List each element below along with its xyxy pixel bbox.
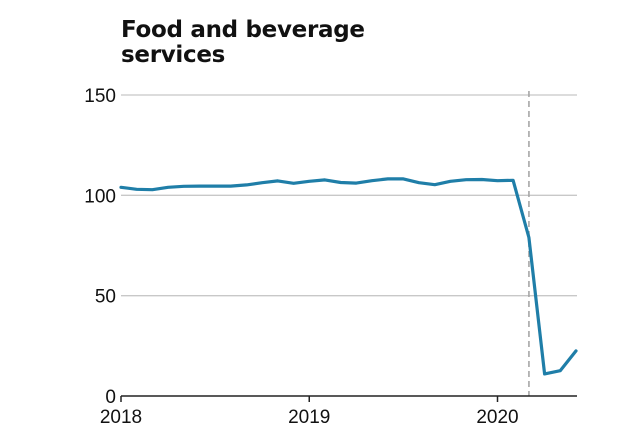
series-line-0	[119, 177, 578, 376]
y-tick-label-150: 150	[84, 86, 116, 107]
x-axis: 2018 2019 2020	[100, 395, 577, 428]
gridlines	[121, 94, 577, 297]
y-tick-labels: 0 50 100 150	[84, 86, 116, 408]
y-tick-label-0: 0	[105, 387, 116, 408]
chart-title-line-1: Food and beverage	[121, 17, 365, 43]
series-layer	[119, 177, 578, 376]
chart-title-line-2: services	[121, 42, 226, 68]
x-tick-label-2020: 2020	[476, 407, 518, 428]
y-tick-label-50: 50	[95, 287, 116, 308]
y-tick-label-100: 100	[84, 186, 116, 207]
x-tick-label-2019: 2019	[288, 407, 330, 428]
chart-title: Food and beverage services	[121, 18, 421, 68]
x-tick-label-2018: 2018	[100, 407, 142, 428]
